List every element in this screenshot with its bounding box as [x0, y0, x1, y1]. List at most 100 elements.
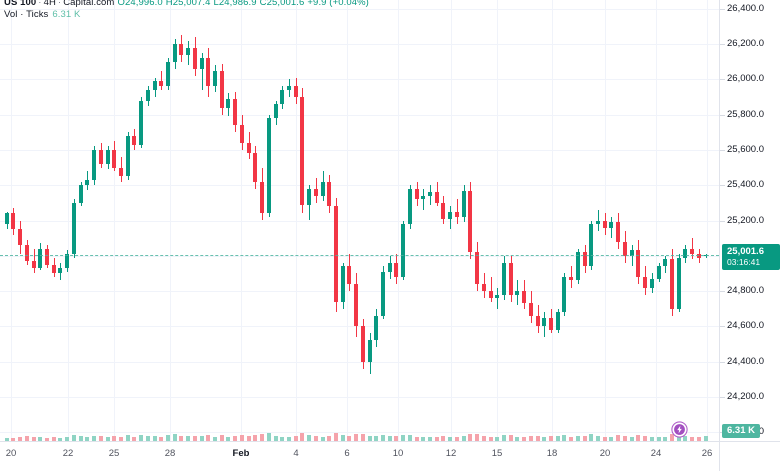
candle-body: [274, 104, 278, 119]
candle-body: [475, 252, 479, 284]
volume-bar: [502, 434, 506, 441]
volume-bar: [186, 436, 190, 441]
candle-body: [388, 262, 392, 272]
candle-body: [307, 188, 311, 205]
candle-body: [79, 185, 83, 203]
volume-bar: [280, 436, 284, 441]
candle-body: [368, 340, 372, 362]
volume-bar: [388, 436, 392, 441]
volume-bar: [159, 436, 163, 441]
volume-bar: [112, 436, 116, 441]
time-axis-tick: 26: [701, 448, 713, 459]
volume-bar: [475, 434, 479, 441]
volume-bar: [206, 434, 210, 441]
candle-body: [394, 262, 398, 277]
price-tick-dash: [720, 220, 725, 222]
volume-series: [5, 432, 708, 441]
candle-body: [421, 195, 425, 200]
volume-bar: [697, 436, 701, 441]
candle-body: [509, 262, 513, 295]
volume-bar: [529, 435, 533, 441]
candle-body: [45, 248, 49, 265]
candle-body: [112, 149, 116, 168]
candle-body: [522, 291, 526, 304]
time-axis-tick: 10: [392, 448, 404, 459]
candle-body: [657, 266, 661, 279]
volume-bar: [38, 436, 42, 441]
candle-body: [650, 278, 654, 288]
grid-line-horizontal: [0, 220, 719, 222]
volume-bar: [616, 435, 620, 441]
price-tick-dash: [720, 79, 725, 81]
volume-bar: [408, 435, 412, 441]
candle-body: [193, 47, 197, 69]
grid-line-horizontal: [0, 185, 719, 187]
time-axis-tick: 15: [491, 448, 503, 459]
volume-bar: [334, 432, 338, 441]
candle-body: [99, 149, 103, 165]
candle-body: [126, 135, 130, 177]
price-axis-tick: 24,800.0: [727, 285, 764, 297]
candle-wick: [423, 188, 424, 210]
volume-bar: [99, 436, 103, 441]
volume-bar: [435, 436, 439, 441]
volume-bar: [5, 438, 9, 441]
grid-line-vertical: [451, 0, 452, 441]
candle-body: [374, 315, 378, 341]
grid-line-vertical: [656, 0, 657, 441]
price-tick-dash: [720, 291, 725, 293]
grid-line-vertical: [497, 0, 498, 441]
price-tick-dash: [720, 326, 725, 328]
volume-bar: [455, 437, 459, 441]
time-axis-tick: 20: [599, 448, 611, 459]
current-price-value: 25,001.6: [727, 246, 764, 258]
volume-bar: [300, 433, 304, 441]
candle-wick: [598, 209, 599, 232]
volume-bar: [515, 436, 519, 441]
candle-body: [495, 294, 499, 299]
lightning-bolt-icon[interactable]: [671, 421, 688, 438]
volume-bar: [683, 436, 687, 441]
volume-bar: [448, 436, 452, 441]
volume-bar: [327, 435, 331, 441]
price-axis-tick: 24,200.0: [727, 390, 764, 402]
volume-bar: [233, 435, 237, 441]
candle-body: [690, 248, 694, 254]
volume-bar: [569, 436, 573, 441]
volume-bar: [179, 435, 183, 441]
candle-body: [233, 98, 237, 126]
candle-body: [609, 222, 613, 228]
volume-bar: [657, 436, 661, 441]
volume-bar: [52, 437, 56, 441]
volume-bar: [347, 435, 351, 441]
candle-body: [18, 229, 22, 246]
candle-body: [482, 284, 486, 292]
volume-bar: [663, 436, 667, 441]
price-axis[interactable]: 25,001.6 03:16:41 6.31 K 26,400.0 26,200.…: [719, 0, 780, 441]
volume-bar: [153, 435, 157, 441]
volume-bar: [462, 435, 466, 441]
candle-body: [52, 264, 56, 274]
volume-badge[interactable]: 6.31 K: [722, 424, 760, 438]
candle-body: [200, 58, 204, 69]
candle-body: [562, 276, 566, 313]
grid-line-vertical: [170, 0, 171, 441]
price-axis-tick: 25,800.0: [727, 108, 764, 120]
candle-body: [247, 142, 251, 154]
candle-body: [65, 254, 69, 269]
time-axis[interactable]: 20 22 25 28 Feb 4 6 10 12 15 18 20 24 26: [0, 441, 780, 471]
volume-bar: [307, 435, 311, 441]
volume-bar: [226, 436, 230, 441]
chart-plot-area[interactable]: [0, 0, 719, 441]
candle-body: [106, 149, 110, 165]
candle-body: [25, 245, 29, 262]
candle-body: [515, 291, 519, 295]
volume-bar: [240, 435, 244, 441]
volume-bar: [58, 438, 62, 441]
candle-body: [314, 188, 318, 196]
volume-bar: [79, 436, 83, 441]
grid-line-horizontal: [0, 396, 719, 398]
candle-wick: [202, 52, 203, 90]
candle-body: [72, 202, 76, 254]
current-price-badge[interactable]: 25,001.6 03:16:41: [722, 244, 780, 271]
